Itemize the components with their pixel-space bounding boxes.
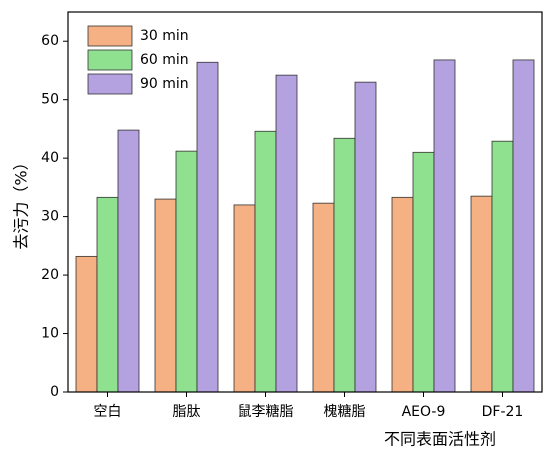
x-tick-label: 脂肽 xyxy=(173,404,201,420)
bar xyxy=(312,202,335,393)
bar xyxy=(512,59,535,393)
bar xyxy=(96,196,119,393)
bar xyxy=(196,61,219,393)
bar xyxy=(433,59,456,393)
y-tick-label: 50 xyxy=(41,92,59,108)
x-tick-label: 空白 xyxy=(94,404,122,420)
bar xyxy=(333,137,356,393)
bar xyxy=(491,140,514,393)
x-tick-label: DF-21 xyxy=(482,404,524,420)
plot-frame xyxy=(67,11,543,393)
legend-swatch xyxy=(87,49,133,71)
bar xyxy=(354,81,377,393)
bar xyxy=(412,151,435,393)
x-axis-label: 不同表面活性剂 xyxy=(384,430,496,449)
bar xyxy=(233,204,256,393)
bar xyxy=(275,74,298,393)
bar xyxy=(175,150,198,393)
legend-label: 60 min xyxy=(140,52,189,68)
y-tick-label: 0 xyxy=(50,384,59,400)
y-tick-label: 10 xyxy=(41,326,59,342)
legend-label: 90 min xyxy=(140,76,189,92)
y-axis-label: 去污力（%） xyxy=(12,154,31,249)
legend-swatch xyxy=(87,73,133,95)
bar xyxy=(117,129,140,393)
bar xyxy=(75,255,98,393)
legend-label: 30 min xyxy=(140,28,189,44)
y-tick-label: 40 xyxy=(41,150,59,166)
y-tick-label: 60 xyxy=(41,33,59,49)
legend-swatch xyxy=(87,25,133,47)
y-tick-label: 30 xyxy=(41,209,59,225)
x-tick-label: 槐糖脂 xyxy=(324,404,366,420)
x-tick-label: 鼠李糖脂 xyxy=(238,404,294,420)
x-tick-label: AEO-9 xyxy=(402,404,446,420)
bar xyxy=(470,195,493,393)
bar xyxy=(254,130,277,393)
bar xyxy=(154,198,177,393)
y-tick-label: 20 xyxy=(41,267,59,283)
bar xyxy=(391,196,414,393)
